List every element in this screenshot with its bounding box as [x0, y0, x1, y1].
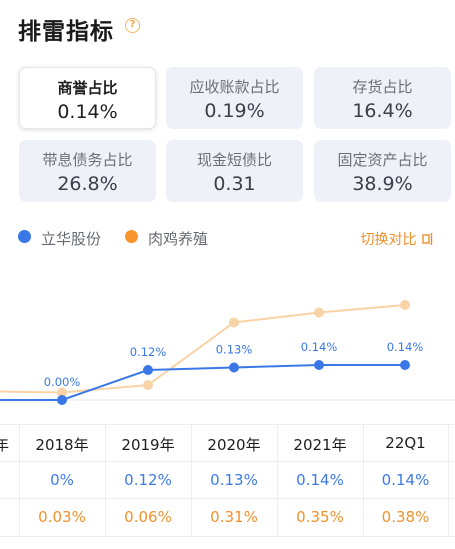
metric-label: 应收账款占比 — [189, 78, 280, 96]
metric-label: 存货占比 — [352, 78, 413, 96]
line-chart: 0.00% 0.12% 0.13% 0.14% 0.14% — [0, 300, 455, 405]
company-value-cell: 0.14% — [381, 471, 430, 489]
peer-data-point — [57, 387, 67, 398]
company-series-line — [0, 364, 405, 401]
company-data-point — [314, 360, 324, 370]
table-header-cell: 2018年 — [35, 436, 89, 454]
company-value-cell: 0.12% — [124, 471, 172, 489]
company-data-point — [400, 360, 410, 370]
table-row-divider — [0, 536, 455, 537]
peer-legend-dot — [125, 230, 138, 243]
company-data-label: 0.13% — [216, 343, 253, 357]
switch-compare-icon — [422, 233, 433, 245]
metric-label: 商誉占比 — [57, 79, 118, 97]
peer-value-cell: 0.31% — [210, 508, 258, 526]
metric-value: 0.19% — [204, 100, 265, 122]
company-data-point — [143, 365, 153, 375]
table-row-divider — [0, 461, 455, 462]
switch-compare-label: 切换对比 — [360, 232, 417, 248]
metric-value: 0.31 — [213, 173, 256, 195]
table-header-cell: 2021年 — [293, 436, 347, 454]
table-col-divider — [191, 424, 192, 537]
switch-compare-button[interactable]: 切换对比 — [361, 229, 435, 249]
help-icon[interactable]: ? — [125, 18, 140, 33]
table-top-border — [0, 424, 455, 425]
table-col-divider — [277, 424, 278, 537]
metric-label: 固定资产占比 — [337, 151, 428, 169]
page-title: 排雷指标 — [18, 19, 114, 45]
table-header-cell: 22Q1 — [385, 434, 426, 452]
peer-value-cell: 0.06% — [124, 508, 172, 526]
company-data-label: 0.14% — [301, 340, 338, 354]
peer-series-line — [0, 304, 406, 394]
peer-legend-label[interactable]: 肉鸡养殖 — [148, 230, 209, 248]
peer-value-cell: 0.35% — [296, 508, 344, 526]
peer-data-point — [314, 307, 324, 318]
table-header-cell: 年 — [0, 436, 10, 454]
metric-value: 0.14% — [57, 101, 118, 123]
metric-tile-interest-debt[interactable]: 带息债务占比 26.8% — [19, 140, 156, 202]
company-data-point — [57, 395, 67, 405]
metric-tile-receivables[interactable]: 应收账款占比 0.19% — [166, 67, 303, 129]
company-data-label: 0.12% — [130, 345, 167, 359]
table-header-cell: 2019年 — [121, 436, 175, 454]
company-legend-dot — [18, 230, 31, 243]
metric-tile-cash-short-debt[interactable]: 现金短债比 0.31 — [166, 140, 303, 202]
metric-value: 38.9% — [352, 173, 413, 195]
metric-tile-goodwill[interactable]: 商誉占比 0.14% — [19, 67, 156, 129]
metric-tile-fixed-assets[interactable]: 固定资产占比 38.9% — [314, 140, 451, 202]
peer-data-point — [400, 300, 410, 310]
company-data-label: 0.14% — [387, 340, 424, 354]
table-col-divider — [363, 424, 364, 537]
company-data-label: 0.00% — [44, 375, 81, 389]
metric-label: 带息债务占比 — [42, 151, 133, 169]
peer-value-cell: 0.38% — [381, 508, 430, 526]
table-row-divider — [0, 498, 455, 499]
table-col-divider — [105, 424, 106, 537]
metric-tile-inventory[interactable]: 存货占比 16.4% — [314, 67, 451, 129]
table-col-divider — [19, 424, 20, 537]
company-legend-label[interactable]: 立华股份 — [41, 230, 102, 248]
company-value-cell: 0.14% — [296, 471, 344, 489]
company-value-cell: 0.13% — [210, 471, 258, 489]
metric-label: 现金短债比 — [196, 151, 272, 169]
peer-data-point — [143, 380, 153, 390]
metric-value: 26.8% — [57, 173, 118, 195]
company-value-cell: 0% — [50, 471, 74, 489]
table-col-divider — [448, 424, 449, 537]
company-data-point — [229, 362, 239, 373]
metric-value: 16.4% — [352, 100, 413, 122]
peer-value-cell: 0.03% — [38, 508, 86, 526]
peer-data-point — [229, 317, 239, 328]
table-header-cell: 2020年 — [207, 436, 261, 454]
